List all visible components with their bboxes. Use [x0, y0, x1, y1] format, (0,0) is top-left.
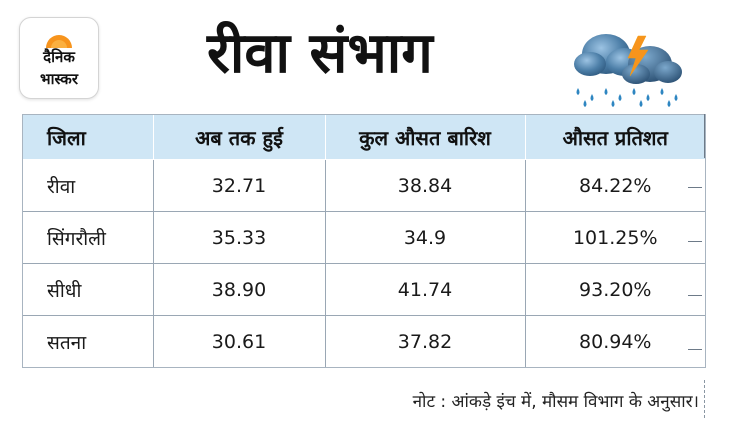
header-average-percentage: औसत प्रतिशत [525, 115, 705, 160]
dainik-bhaskar-logo: दैनिक भास्कर [19, 17, 99, 99]
ruler-line [704, 114, 705, 158]
table-row: सीधी 38.90 41.74 93.20% [23, 263, 705, 316]
percentage-cell: 93.20% [525, 263, 705, 316]
percentage-cell: 84.22% [525, 159, 705, 212]
table-row: सतना 30.61 37.82 80.94% [23, 315, 705, 367]
rainfall-so-far-cell: 35.33 [153, 211, 326, 264]
rainfall-so-far-cell: 30.61 [153, 315, 326, 367]
percentage-cell: 80.94% [579, 330, 652, 353]
header-district: जिला [23, 115, 154, 160]
rain-cloud-lightning-icon [574, 34, 682, 107]
district-cell: सीधी [23, 263, 154, 316]
rainfall-so-far-cell: 38.90 [153, 263, 326, 316]
sun-logo-icon [46, 35, 72, 48]
table-row: रीवा 32.71 38.84 84.22% [23, 159, 705, 212]
rainfall-table: जिला अब तक हुई कुल औसत बारिश औसत प्रतिशत… [22, 114, 706, 368]
logo-text-bhaskar: भास्कर [40, 70, 78, 88]
header-rainfall-so-far: अब तक हुई [153, 115, 326, 160]
footnote: नोट : आंकड़े इंच में, मौसम विभाग के अनुस… [412, 392, 699, 412]
page-title: रीवा संभाग [207, 21, 433, 86]
ruler-tick [688, 349, 702, 350]
average-rainfall-cell: 41.74 [325, 263, 526, 316]
average-rainfall-cell: 37.82 [325, 315, 526, 367]
logo-text-dainik: दैनिक [43, 48, 75, 66]
ruler-tick [688, 241, 702, 242]
header-total-average-rainfall: कुल औसत बारिश [325, 115, 526, 160]
district-cell: सिंगरौली [23, 211, 154, 264]
district-cell: रीवा [23, 159, 154, 212]
percentage-cell: 101.25% [525, 211, 705, 264]
table-row: सिंगरौली 35.33 34.9 101.25% [23, 211, 705, 264]
table-header-row: जिला अब तक हुई कुल औसत बारिश औसत प्रतिशत [23, 115, 705, 160]
average-rainfall-cell: 34.9 [325, 211, 526, 264]
ruler-tick [688, 187, 702, 188]
ruler-line [704, 380, 706, 418]
ruler-tick [688, 295, 702, 296]
rainfall-so-far-cell: 32.71 [153, 159, 326, 212]
average-rainfall-cell: 38.84 [325, 159, 526, 212]
district-cell: सतना [23, 315, 154, 367]
